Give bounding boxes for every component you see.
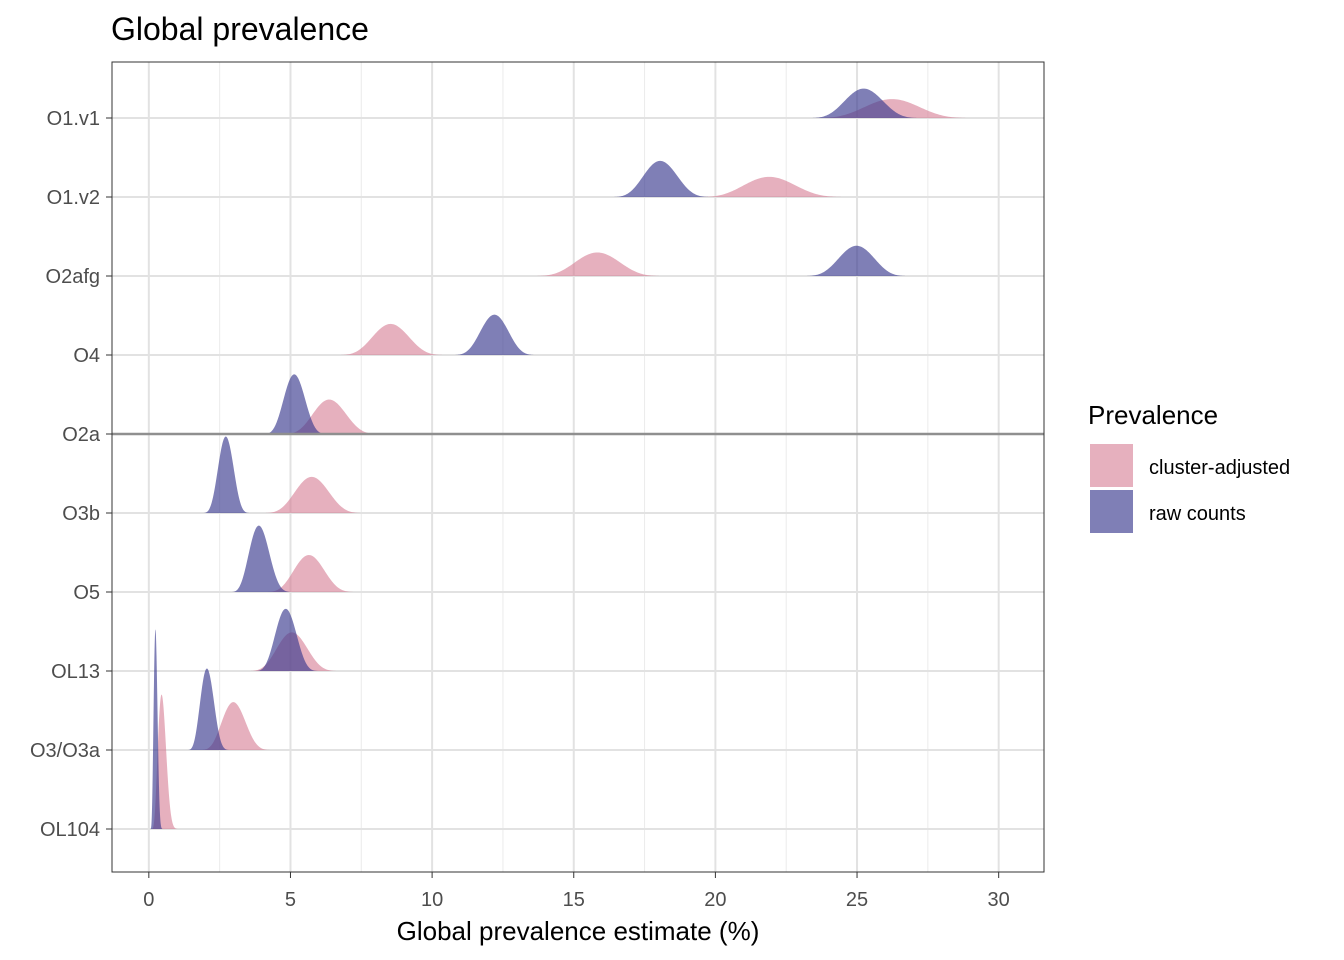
y-tick-label: O3/O3a <box>30 740 101 762</box>
density-raw-counts-o5 <box>228 525 299 592</box>
grid-layer <box>112 62 1044 872</box>
legend-entries: cluster-adjusted raw counts <box>1090 444 1290 533</box>
plot-border <box>111 61 1045 873</box>
x-tick-label: 5 <box>285 889 296 911</box>
density-cluster-adjusted-o5 <box>259 555 365 592</box>
axis-layer: 0 5 10 15 20 25 30 O1.v1 O1.v2 O2afg O4 O2a O3b O5 OL1… <box>30 108 1044 911</box>
density-raw-counts-ol104 <box>150 629 165 829</box>
density-raw-counts-o2afg <box>794 245 917 276</box>
y-tick-label: OL104 <box>40 819 100 841</box>
x-tick-label: 10 <box>421 889 443 911</box>
x-tick-label: 0 <box>143 889 154 911</box>
y-tick-label: O1.v2 <box>47 187 100 209</box>
density-raw-counts-ol13 <box>250 608 325 671</box>
y-tick-label: O5 <box>73 582 100 604</box>
x-tick-label: 30 <box>988 889 1010 911</box>
y-tick-label: O3b <box>62 503 100 525</box>
density-cluster-adjusted-o1-v2 <box>687 176 863 197</box>
x-tick-label: 25 <box>846 889 868 911</box>
legend-title: Prevalence <box>1088 400 1218 430</box>
density-layer <box>150 88 988 829</box>
density-cluster-adjusted-o1-v1 <box>800 99 988 118</box>
y-tick-label: O1.v1 <box>47 108 100 130</box>
y-tick-label: O4 <box>73 345 100 367</box>
legend-label-cluster-adjusted: cluster-adjusted <box>1149 457 1290 479</box>
density-cluster-adjusted-o4 <box>330 323 455 355</box>
x-axis-title: Global prevalence estimate (%) <box>397 916 760 946</box>
chart-title: Global prevalence <box>111 11 369 47</box>
density-raw-counts-o3b <box>199 436 254 513</box>
legend-swatch-raw <box>1090 490 1133 533</box>
legend-swatch-cluster-adjusted <box>1090 444 1133 487</box>
density-raw-counts-o3-o3a <box>185 668 234 750</box>
series-1 <box>150 88 931 829</box>
x-tick-label: 15 <box>563 889 585 911</box>
density-raw-counts-o4 <box>446 314 543 355</box>
y-tick-label: O2a <box>62 424 101 446</box>
density-raw-counts-o2a <box>259 374 333 434</box>
density-cluster-adjusted-o2afg <box>522 252 676 276</box>
x-tick-label: 20 <box>704 889 726 911</box>
y-tick-label: OL13 <box>51 661 100 683</box>
density-cluster-adjusted-ol104 <box>151 694 183 829</box>
legend: Prevalence cluster-adjusted raw counts <box>1088 400 1290 533</box>
y-tick-label: O2afg <box>46 266 100 288</box>
density-raw-counts-o1-v1 <box>800 88 931 118</box>
series-0 <box>151 99 988 829</box>
density-cluster-adjusted-o3b <box>256 476 373 513</box>
density-raw-counts-o1-v2 <box>604 160 722 197</box>
legend-label-raw: raw counts <box>1149 503 1246 525</box>
